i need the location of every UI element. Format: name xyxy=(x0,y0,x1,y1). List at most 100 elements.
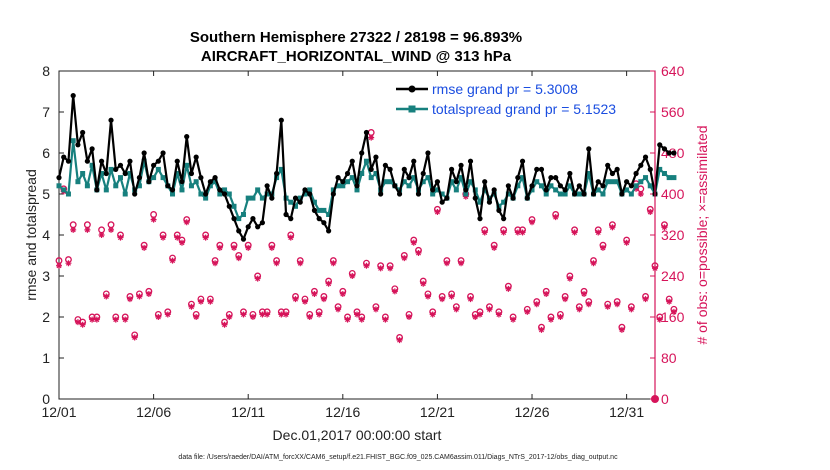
rmse-point xyxy=(278,117,284,123)
obs-assimilated-marker xyxy=(495,311,502,318)
obs-assimilated-marker xyxy=(264,311,271,318)
rmse-point xyxy=(94,187,100,193)
obs-assimilated-marker xyxy=(339,290,346,297)
rmse-point xyxy=(661,146,668,152)
obs-assimilated-marker xyxy=(335,306,342,313)
totalspread-point xyxy=(84,183,90,189)
totalspread-point xyxy=(302,191,308,197)
totalspread-point xyxy=(245,195,251,201)
rmse-point xyxy=(378,191,384,197)
obs-assimilated-marker xyxy=(56,262,62,269)
rmse-point xyxy=(510,195,516,201)
left-y-tick-label: 0 xyxy=(42,391,50,407)
obs-assimilated-marker xyxy=(273,260,280,267)
totalspread-point xyxy=(401,179,407,185)
obs-assimilated-marker xyxy=(491,244,498,251)
rmse-point xyxy=(463,187,469,193)
obs-assimilated-marker xyxy=(481,229,488,236)
obs-assimilated-marker xyxy=(212,260,219,267)
rmse-point xyxy=(425,150,431,156)
totalspread-point xyxy=(160,175,166,181)
rmse-point xyxy=(56,175,62,181)
rmse-point xyxy=(373,154,379,160)
totalspread-point xyxy=(430,191,436,197)
totalspread-point xyxy=(293,203,299,209)
obs-assimilated-marker xyxy=(434,208,441,215)
rmse-point xyxy=(283,211,289,218)
x-axis-label: Dec.01,2017 00:00:00 start xyxy=(273,427,442,443)
legend-rmse-marker xyxy=(408,85,416,93)
totalspread-point xyxy=(363,158,369,164)
totalspread-point xyxy=(373,171,379,176)
rmse-point xyxy=(259,220,265,226)
totalspread-point xyxy=(600,191,606,197)
x-tick-label: 12/11 xyxy=(231,404,265,420)
obs-assimilated-marker xyxy=(108,226,115,233)
rmse-point xyxy=(515,175,521,181)
obs-assimilated-marker xyxy=(618,326,625,333)
obs-assimilated-marker xyxy=(141,244,148,251)
rmse-point xyxy=(382,162,388,168)
obs-assimilated-marker xyxy=(439,296,446,303)
obs-assimilated-marker xyxy=(193,314,200,320)
obs-assimilated-marker xyxy=(514,229,521,236)
rmse-point xyxy=(245,224,251,230)
rmse-point xyxy=(543,187,549,193)
left-y-axis-label: rmse and totalspread xyxy=(23,169,39,301)
rmse-point xyxy=(557,183,563,189)
totalspread-point xyxy=(250,195,256,201)
rmse-point xyxy=(117,162,124,168)
obs-assimilated-marker xyxy=(387,265,394,272)
rmse-point xyxy=(396,191,403,197)
obs-assimilated-marker xyxy=(178,239,185,246)
totalspread-point xyxy=(179,187,185,193)
obs-assimilated-marker xyxy=(581,290,588,297)
obs-assimilated-marker xyxy=(547,316,554,323)
rmse-point xyxy=(108,117,114,123)
rmse-point xyxy=(576,183,582,189)
legend: rmse grand pr = 5.3008 totalspread grand… xyxy=(396,81,616,117)
rmse-point xyxy=(198,175,204,181)
totalspread-point xyxy=(122,191,128,197)
totalspread-point xyxy=(240,212,246,217)
obs-assimilated-marker xyxy=(415,249,422,256)
totalspread-point xyxy=(529,187,535,193)
obs-assimilated-marker xyxy=(566,275,573,282)
totalspread-point xyxy=(103,187,109,193)
totalspread-point xyxy=(255,187,261,193)
rmse-point xyxy=(420,170,426,177)
rmse-point xyxy=(600,183,606,189)
rmse-point xyxy=(430,187,436,193)
rmse-point xyxy=(647,166,653,172)
obs-assimilated-marker xyxy=(164,311,171,318)
totalspread-point xyxy=(548,183,554,189)
rmse-point xyxy=(311,207,318,213)
obs-assimilated-marker xyxy=(476,311,483,318)
totalspread-point xyxy=(56,183,62,189)
obs-assimilated-marker xyxy=(590,260,597,267)
obs-assimilated-marker xyxy=(231,244,238,251)
obs-assimilated-marker xyxy=(363,262,370,269)
obs-assimilated-marker xyxy=(524,308,531,315)
left-y-tick-label: 7 xyxy=(42,104,50,120)
totalspread-point xyxy=(538,183,544,189)
obs-assimilated-marker xyxy=(642,296,649,303)
obs-assimilated-marker xyxy=(505,285,512,292)
legend-spread-label: totalspread grand pr = 5.1523 xyxy=(432,101,616,117)
totalspread-point xyxy=(184,162,190,168)
rmse-point xyxy=(316,216,322,222)
rmse-point xyxy=(501,216,507,222)
obs-assimilated-marker xyxy=(538,326,545,333)
totalspread-point xyxy=(661,171,667,176)
series-lines xyxy=(56,93,677,242)
rmse-point xyxy=(519,158,526,164)
totalspread-point xyxy=(638,179,644,185)
rmse-point xyxy=(486,199,493,205)
obs-assimilated-marker xyxy=(382,316,389,323)
totalspread-point xyxy=(222,187,228,193)
obs-assimilated-marker xyxy=(188,303,195,310)
obs-assimilated-marker xyxy=(89,316,96,323)
totalspread-point xyxy=(557,191,563,197)
obs-assimilated-marker xyxy=(136,293,143,300)
totalspread-point xyxy=(671,175,677,181)
